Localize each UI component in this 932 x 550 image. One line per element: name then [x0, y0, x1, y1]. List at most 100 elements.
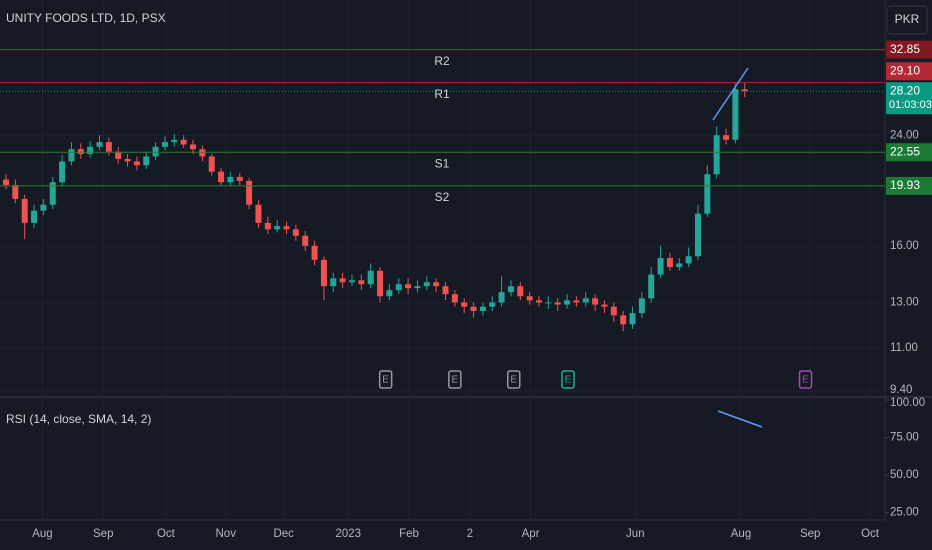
candle-body: [227, 176, 234, 183]
candle-body: [124, 158, 131, 162]
candle-body: [498, 292, 505, 303]
x-tick-label: Feb: [399, 528, 419, 540]
countdown-label: 01:03:03: [889, 99, 932, 111]
candle-body: [713, 135, 720, 175]
candle-body: [573, 300, 580, 303]
event-marker: [448, 370, 462, 389]
candle-body: [451, 294, 458, 303]
candle-body: [657, 258, 664, 275]
candle-body: [133, 161, 140, 166]
candle-body: [199, 149, 206, 157]
level-label: 32.85: [890, 42, 920, 56]
event-label: E: [382, 375, 389, 386]
y-tick-label: 25.00: [890, 507, 919, 519]
event-marker: [561, 370, 575, 389]
candle-body: [536, 300, 543, 303]
candle-body: [96, 142, 103, 147]
candle-body: [12, 184, 19, 199]
candle-body: [208, 156, 215, 172]
candle-body: [610, 306, 617, 316]
candle-body: [77, 149, 84, 155]
candle-body: [21, 198, 28, 223]
candle-body: [554, 302, 561, 305]
indicator-title: RSI (14, close, SMA, 14, 2): [6, 412, 151, 426]
y-tick-label: 100.00: [890, 397, 925, 409]
candle-body: [517, 286, 524, 297]
candle-body: [470, 306, 477, 311]
level-label: 29.10: [890, 63, 920, 77]
event-label: E: [802, 375, 809, 386]
candle-body: [741, 89, 748, 92]
x-tick-label: Sep: [93, 528, 113, 540]
trend-line: [717, 410, 763, 428]
chart-title: UNITY FOODS LTD, 1D, PSX: [6, 11, 166, 25]
last-price-box: [886, 82, 932, 115]
candle-body: [152, 146, 159, 157]
x-tick-label: Aug: [32, 528, 52, 540]
x-tick-label: Jun: [626, 528, 645, 540]
y-tick-label: 24.00: [890, 129, 919, 141]
candle-body: [105, 142, 112, 152]
candle-body: [358, 280, 365, 285]
candle-body: [87, 146, 94, 155]
x-tick-label: 2023: [335, 528, 361, 540]
level-name: S2: [435, 190, 450, 204]
x-tick-label: Sep: [800, 528, 820, 540]
candle-body: [489, 302, 496, 307]
candle-body: [386, 290, 393, 297]
y-tick-label: 75.00: [890, 432, 919, 444]
event-marker: [507, 370, 521, 389]
x-tick-label: Oct: [157, 528, 176, 540]
candle-body: [395, 284, 402, 291]
event-marker: [378, 370, 393, 389]
candle-body: [161, 142, 168, 147]
level-box: [886, 62, 932, 81]
candle-body: [2, 179, 9, 185]
candle-body: [545, 302, 552, 304]
axis-labels: Aug Sep Oct Nov Dec 2023 Feb 2 Apr Jun Aug Sep Oct 24…: [32, 40, 932, 540]
candle-body: [171, 139, 178, 143]
x-tick-label: 2: [467, 528, 473, 540]
candle-body: [732, 89, 739, 140]
candle-body: [320, 259, 327, 287]
candle-body: [704, 174, 711, 214]
candle-body: [723, 135, 730, 140]
candle-body: [302, 235, 309, 246]
candle-body: [330, 278, 337, 287]
x-tick-label: Apr: [522, 528, 540, 540]
y-tick-label: 11.00: [890, 342, 918, 354]
candle-body: [507, 286, 514, 293]
candle-body: [264, 222, 271, 230]
candle-body: [59, 161, 66, 183]
candle-body: [68, 149, 75, 162]
candle-body: [526, 296, 533, 301]
candle-body: [592, 298, 599, 305]
candle-body: [367, 270, 374, 285]
candle-body: [648, 274, 655, 299]
candle-body: [236, 176, 243, 181]
candle-body: [564, 300, 571, 305]
y-tick-label: 13.00: [890, 296, 919, 308]
event-label: E: [452, 375, 459, 386]
candle-body: [115, 151, 122, 159]
level-name: R2: [434, 54, 450, 68]
y-tick-label: 50.00: [890, 469, 919, 481]
currency-label[interactable]: PKR: [895, 12, 920, 26]
trend-line: [712, 67, 749, 121]
candle-body: [31, 210, 38, 223]
level-name: S1: [435, 156, 450, 170]
candle-body: [348, 280, 355, 283]
x-tick-label: Dec: [273, 528, 294, 540]
currency-button[interactable]: [886, 5, 928, 35]
candle-body: [582, 298, 589, 303]
candle-body: [638, 298, 645, 314]
candle-body: [479, 306, 486, 311]
candle-body: [433, 282, 440, 287]
candle-body: [685, 256, 692, 264]
x-tick-label: Aug: [731, 528, 751, 540]
y-tick-label: 9.40: [890, 384, 912, 396]
candle-body: [180, 139, 187, 145]
candle-body: [190, 144, 197, 150]
last-price-label: 28.20: [890, 83, 920, 97]
